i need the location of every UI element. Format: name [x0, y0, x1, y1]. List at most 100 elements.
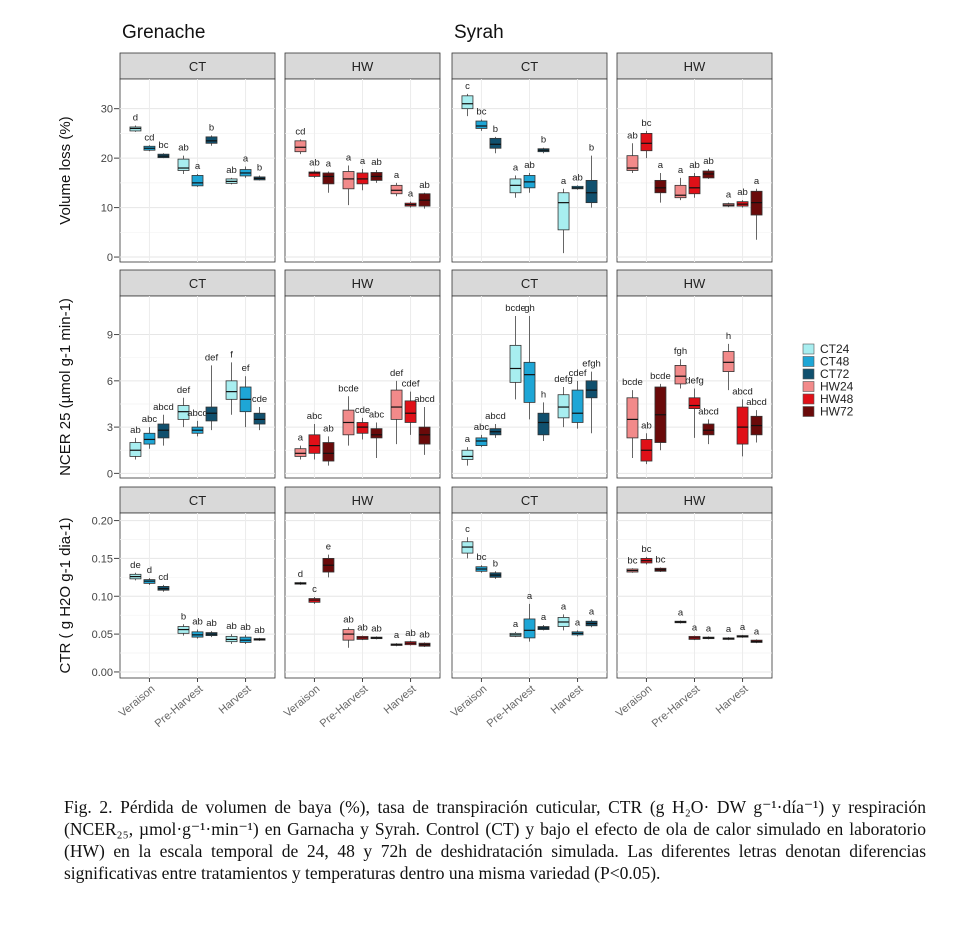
significance-label: bc: [476, 552, 486, 563]
significance-label: ab: [524, 160, 535, 171]
significance-label: abcd: [153, 402, 174, 413]
significance-label: e: [326, 542, 331, 553]
significance-label: cd: [158, 572, 168, 583]
facet-strip: [119, 269, 276, 297]
significance-label: ab: [627, 130, 638, 141]
box-body: [342, 629, 355, 641]
significance-label: a: [527, 591, 533, 602]
significance-label: b: [209, 122, 214, 133]
y-axis-title: CTR ( g H2O g-1 dia-1): [57, 518, 74, 674]
significance-label: cde: [252, 394, 267, 405]
significance-label: abcd: [414, 394, 435, 405]
box-body: [205, 406, 218, 422]
legend-label: CT72: [820, 367, 850, 381]
significance-label: ab: [309, 158, 320, 169]
box-body: [143, 432, 156, 445]
significance-label: a: [575, 617, 581, 628]
box-body: [674, 184, 687, 199]
significance-label: de: [130, 560, 141, 571]
legend-label: CT48: [820, 355, 850, 369]
facet-strip-label: HW: [684, 276, 706, 291]
significance-label: cd: [295, 126, 305, 137]
significance-label: ab: [343, 614, 354, 625]
legend-swatch: [802, 356, 815, 367]
significance-label: a: [346, 153, 352, 164]
significance-label: abcd: [698, 406, 719, 417]
box-body: [475, 437, 488, 447]
significance-label: ab: [240, 622, 251, 633]
y-tick-label: 0: [107, 252, 113, 264]
facet-strip: [616, 52, 773, 80]
significance-label: c: [465, 81, 470, 92]
y-tick-label: 6: [107, 376, 113, 388]
y-tick-label: 0.15: [92, 553, 113, 565]
significance-label: ab: [572, 172, 583, 183]
significance-label: a: [658, 160, 664, 171]
box-body: [626, 155, 639, 171]
legend-label: CT24: [820, 342, 850, 356]
legend-swatch: [802, 381, 815, 392]
significance-label: a: [754, 176, 760, 187]
y-tick-label: 0: [107, 468, 113, 480]
box-body: [654, 179, 667, 194]
box-body: [557, 192, 570, 231]
box-body: [736, 406, 749, 445]
box-body: [356, 422, 369, 434]
box-body: [626, 397, 639, 439]
box-body: [585, 179, 598, 204]
significance-label: a: [298, 433, 304, 444]
significance-label: ef: [242, 363, 250, 374]
box-body: [418, 426, 431, 445]
box-body: [537, 412, 550, 436]
significance-label: b: [257, 162, 262, 173]
facet-strip-label: CT: [521, 276, 538, 291]
x-tick-label: Pre-Harvest: [650, 683, 703, 730]
significance-label: a: [243, 154, 249, 165]
significance-label: defg: [685, 376, 704, 387]
significance-label: gh: [524, 303, 535, 314]
significance-label: fgh: [674, 346, 687, 357]
box-body: [177, 405, 190, 420]
box-body: [404, 400, 417, 423]
facet-strip-label: HW: [352, 59, 374, 74]
significance-label: def: [205, 352, 219, 363]
significance-label: ab: [703, 156, 714, 167]
significance-label: f: [230, 349, 233, 360]
significance-label: ab: [254, 625, 265, 636]
significance-label: def: [390, 368, 404, 379]
significance-label: bcde: [505, 303, 526, 314]
significance-label: abcd: [732, 386, 753, 397]
y-tick-label: 30: [101, 104, 113, 116]
y-tick-label: 0.00: [92, 667, 113, 679]
box-body: [523, 618, 536, 639]
box-body: [702, 423, 715, 436]
y-tick-label: 0.05: [92, 629, 113, 641]
significance-label: bcde: [650, 371, 671, 382]
significance-label: ab: [357, 623, 368, 634]
significance-label: bc: [641, 118, 651, 129]
box-body: [640, 133, 653, 152]
facet-strip-label: HW: [352, 493, 374, 508]
significance-label: a: [692, 623, 698, 634]
significance-label: bcde: [338, 383, 359, 394]
significance-label: b: [181, 611, 186, 622]
significance-label: ab: [192, 617, 203, 628]
significance-label: a: [360, 156, 366, 167]
significance-label: c: [312, 584, 317, 595]
significance-label: bc: [158, 140, 168, 151]
significance-label: d: [147, 565, 152, 576]
significance-label: ab: [226, 621, 237, 632]
significance-label: h: [541, 389, 546, 400]
x-tick-label: Veraison: [117, 683, 158, 720]
significance-label: a: [541, 612, 547, 623]
box-body: [585, 380, 598, 399]
box-body: [205, 136, 218, 144]
facet-strip-label: HW: [684, 59, 706, 74]
y-tick-label: 0.10: [92, 591, 113, 603]
box-body: [253, 412, 266, 425]
significance-label: a: [195, 161, 201, 172]
x-tick-label: Veraison: [449, 683, 490, 720]
significance-label: abc: [474, 422, 490, 433]
significance-label: abc: [142, 414, 158, 425]
